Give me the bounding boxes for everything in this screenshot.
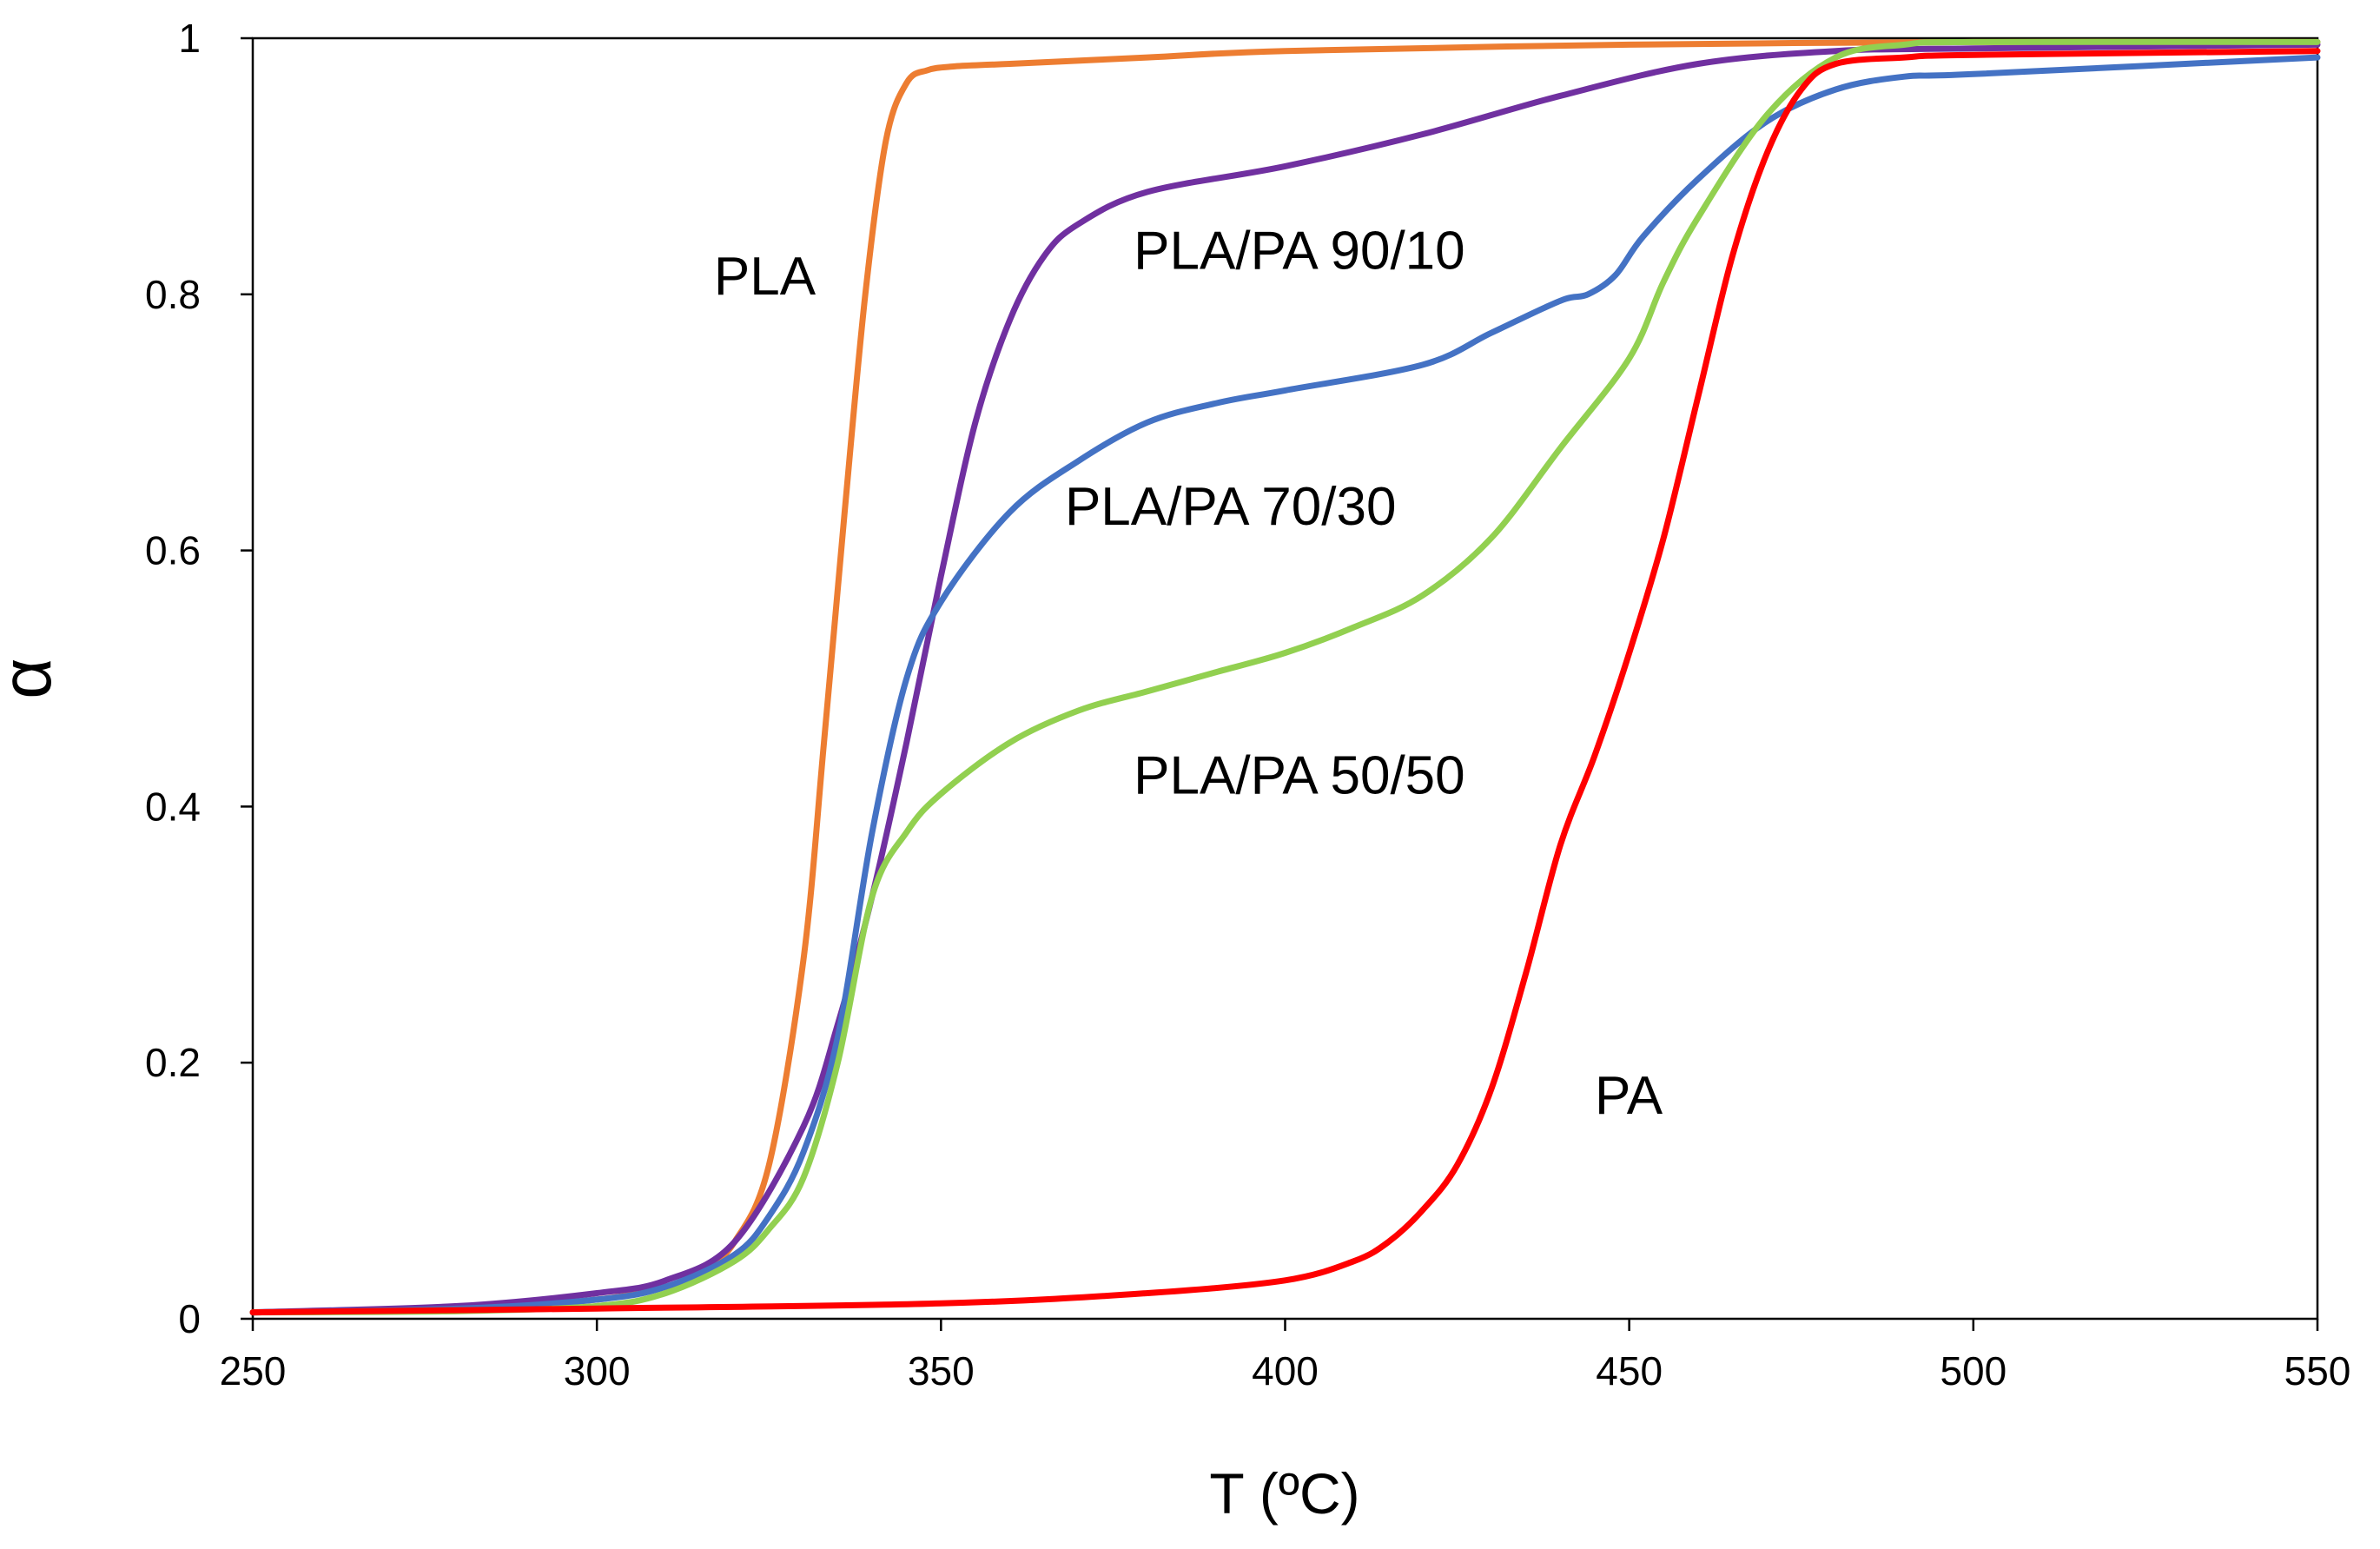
y-tick-label: 1	[178, 16, 201, 61]
y-tick-label: 0.4	[145, 784, 201, 829]
x-tick-label: 350	[908, 1348, 975, 1393]
plot-frame	[251, 36, 2319, 1321]
series-label-pla: PLA	[714, 247, 816, 307]
series-label-pla-pa-90-10: PLA/PA 90/10	[1134, 221, 1464, 281]
x-tick-label: 550	[2284, 1348, 2351, 1393]
series-label-pla-pa-50-50: PLA/PA 50/50	[1134, 746, 1464, 806]
series-line-pa	[249, 48, 2321, 1316]
series-lines	[249, 38, 2321, 1316]
y-axis-ticks: 0 0.2 0.4 0.6 0.8 1	[145, 16, 253, 1341]
y-tick-label: 0.2	[145, 1040, 201, 1085]
x-tick-label: 500	[1940, 1348, 2006, 1393]
x-tick-label: 250	[220, 1348, 287, 1393]
y-tick-label: 0.8	[145, 272, 201, 317]
x-axis-title: T (ºC)	[1209, 1461, 1359, 1526]
series-labels: PLA PLA/PA 90/10 PLA/PA 70/30 PLA/PA 50/50 P…	[714, 221, 1663, 1126]
x-tick-label: 300	[564, 1348, 631, 1393]
y-axis-title: α	[0, 658, 66, 698]
y-tick-label: 0	[178, 1296, 201, 1341]
series-line-pla-pa-70-30	[249, 54, 2321, 1316]
x-tick-label: 400	[1252, 1348, 1319, 1393]
y-tick-label: 0.6	[145, 528, 201, 573]
x-axis-ticks: 250 300 350 400 450 500 550	[220, 1319, 2351, 1393]
series-label-pa: PA	[1595, 1066, 1663, 1126]
series-label-pla-pa-70-30: PLA/PA 70/30	[1065, 477, 1396, 537]
x-tick-label: 450	[1596, 1348, 1663, 1393]
series-line-pla-pa-90-10	[249, 41, 2321, 1316]
series-line-pla-pa-50-50	[249, 38, 2321, 1316]
